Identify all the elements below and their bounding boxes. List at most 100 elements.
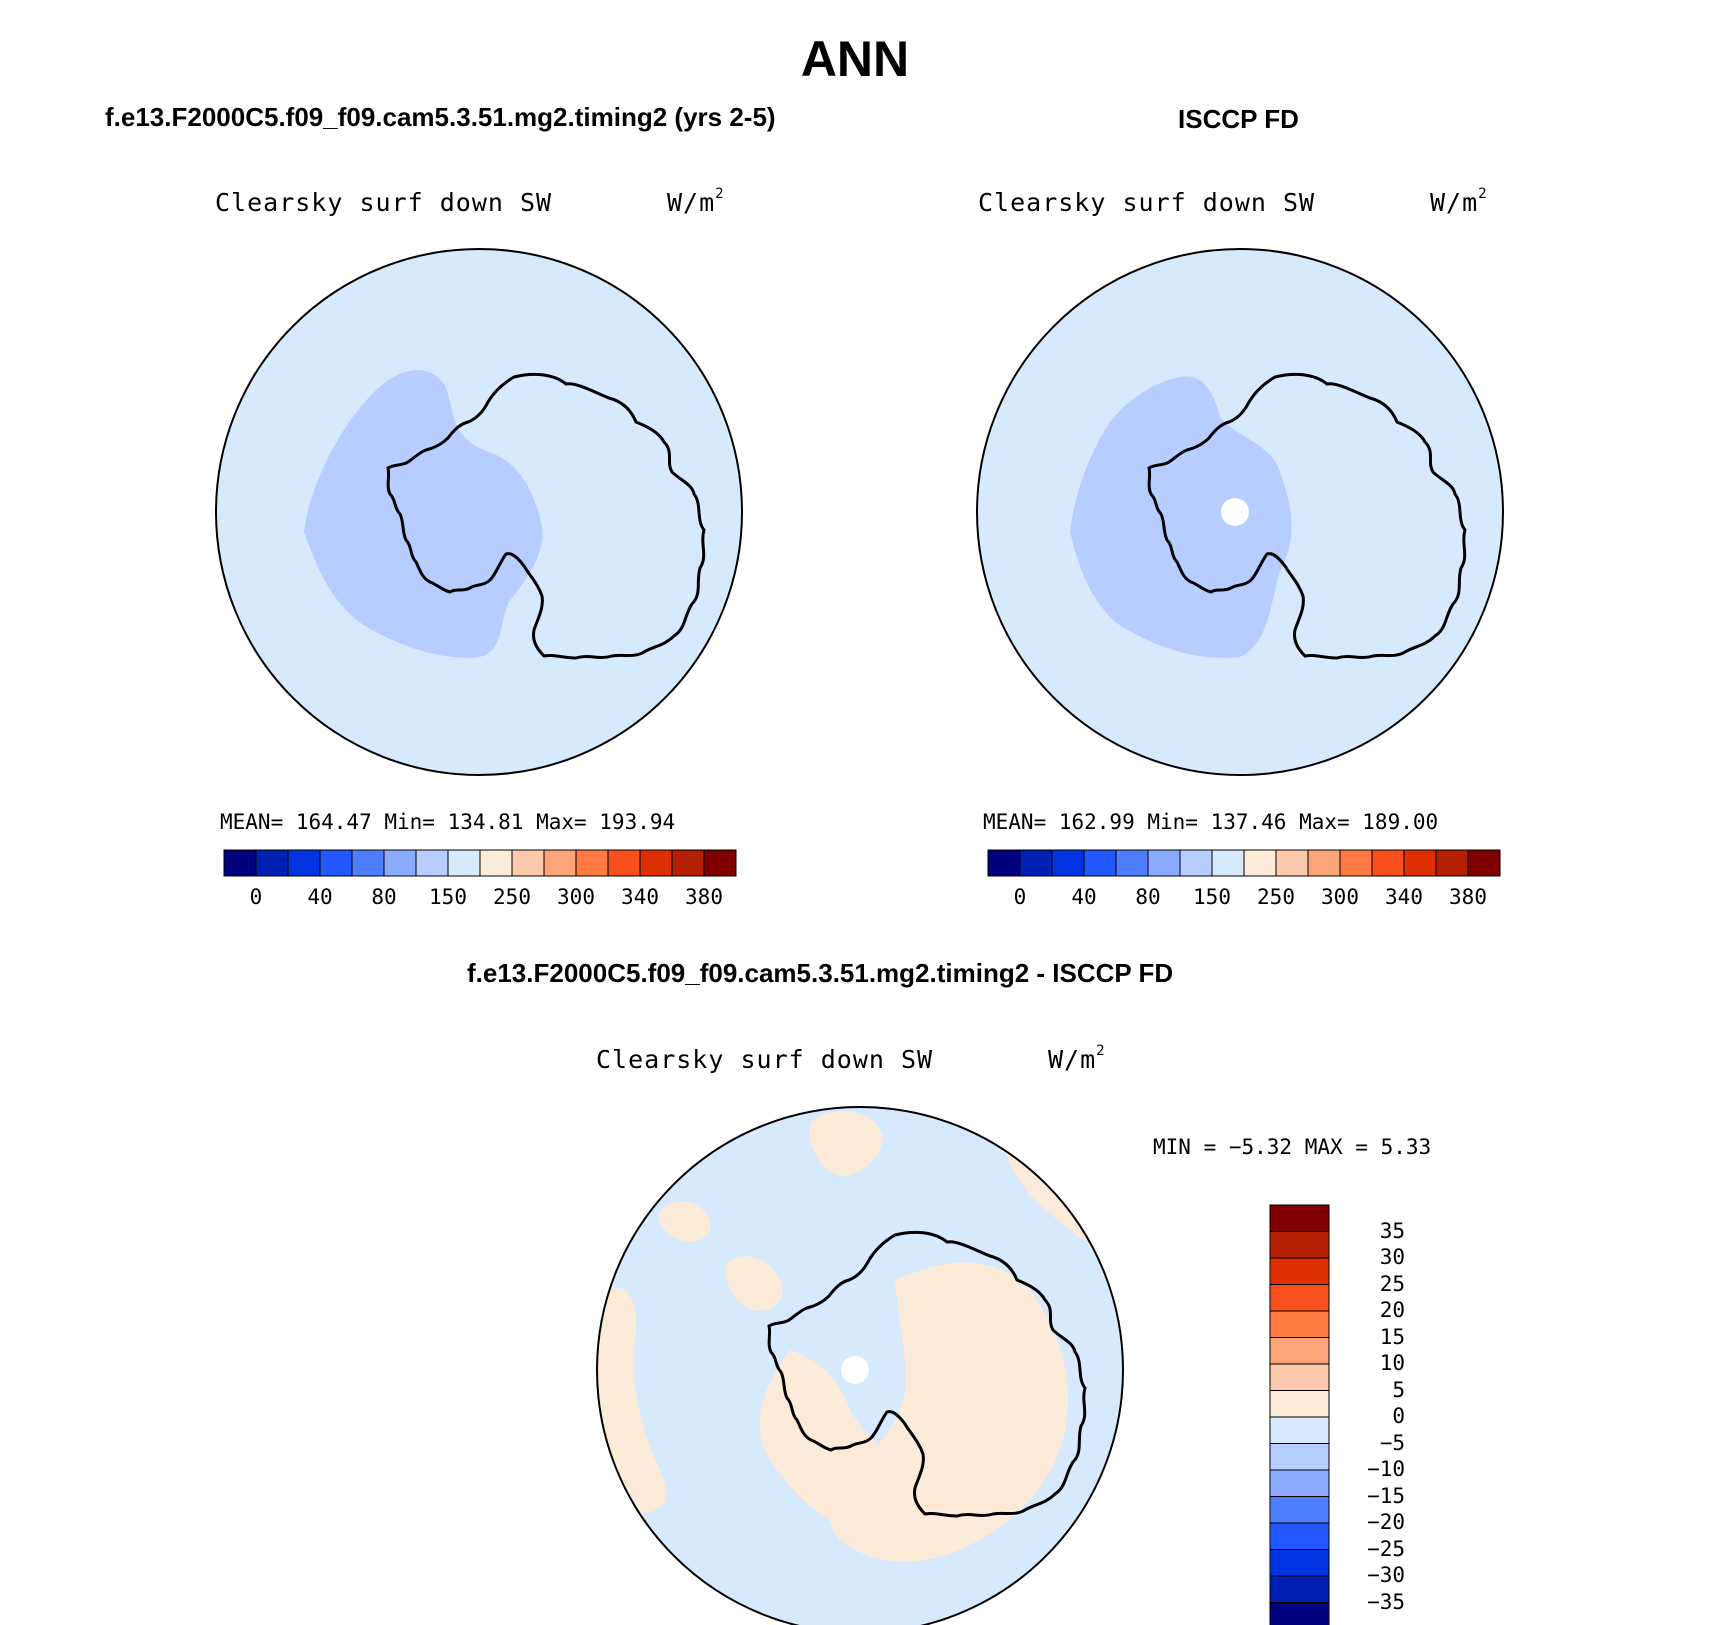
obs-colorbar-cell (1275, 849, 1309, 877)
model-colorbar-cell (671, 849, 705, 877)
obs-colorbar-cell (1115, 849, 1149, 877)
obs-colorbar-cell (1211, 849, 1245, 877)
obs-colorbar-cell (1083, 849, 1117, 877)
obs-colorbar-tick: 380 (1449, 885, 1487, 909)
diff-colorbar-tick: 20 (1379, 1298, 1405, 1322)
obs-colorbar-tick: 0 (1013, 885, 1027, 909)
model-colorbar-cell (319, 849, 353, 877)
obs-colorbar-tick: 40 (1071, 885, 1097, 909)
obs-colorbar-tick: 340 (1385, 885, 1423, 909)
diff-colorbar-tick: −5 (1379, 1430, 1405, 1455)
model-colorbar-cell (287, 849, 321, 877)
diff-colorbar-cell (1269, 1310, 1330, 1338)
model-variable-label: Clearsky surf down SW (215, 188, 553, 217)
model-colorbar-cell (607, 849, 641, 877)
diff-colorbar-cell (1269, 1204, 1330, 1232)
obs-stats: MEAN= 162.99 Min= 137.46 Max= 189.00 (983, 810, 1439, 834)
model-colorbar-cell (575, 849, 609, 877)
obs-colorbar-tick: 150 (1193, 885, 1231, 909)
model-colorbar-cell (383, 849, 417, 877)
diff-colorbar-cell (1269, 1337, 1330, 1365)
model-colorbar-cell (479, 849, 513, 877)
diff-colorbar-tick: 10 (1379, 1351, 1405, 1375)
obs-pole-hole (1221, 498, 1249, 526)
diff-colorbar-tick: 25 (1379, 1271, 1405, 1296)
obs-colorbar-cell (1339, 849, 1373, 877)
diff-colorbar-tick: −35 (1367, 1589, 1405, 1614)
obs-colorbar-cell (1307, 849, 1341, 877)
model-colorbar-cell (447, 849, 481, 877)
model-panel-title: f.e13.F2000C5.f09_f09.cam5.3.51.mg2.timi… (105, 102, 776, 132)
diff-colorbar-cell (1269, 1522, 1330, 1550)
diff-colorbar-tick: −30 (1367, 1563, 1405, 1587)
model-colorbar-cell (703, 849, 737, 877)
model-colorbar-tick: 250 (493, 885, 531, 909)
obs-colorbar-cell (1051, 849, 1085, 877)
diff-colorbar-cell (1269, 1231, 1330, 1259)
model-colorbar-cell (415, 849, 449, 877)
model-colorbar-tick: 80 (371, 885, 397, 909)
obs-panel-title: ISCCP FD (1178, 104, 1299, 134)
obs-colorbar-cell (1147, 849, 1181, 877)
obs-colorbar-tick: 300 (1321, 885, 1359, 909)
obs-colorbar-cell (1403, 849, 1437, 877)
obs-colorbar-cell (1435, 849, 1469, 877)
model-colorbar-tick: 300 (557, 885, 595, 909)
diff-colorbar-tick: 30 (1379, 1245, 1405, 1269)
obs-colorbar (987, 849, 1501, 877)
model-colorbar-tick: 380 (685, 885, 723, 909)
model-stats: MEAN= 164.47 Min= 134.81 Max= 193.94 (220, 810, 676, 834)
obs-colorbar-cell (1179, 849, 1213, 877)
diff-minmax: MIN = −5.32 MAX = 5.33 (1153, 1135, 1432, 1159)
model-colorbar-tick: 340 (621, 885, 659, 909)
obs-colorbar-cell (1467, 849, 1501, 877)
model-colorbar-cell (511, 849, 545, 877)
obs-variable-label: Clearsky surf down SW (978, 188, 1316, 217)
obs-colorbar-cell (1243, 849, 1277, 877)
main-title: ANN (800, 31, 910, 87)
diff-colorbar-cell (1269, 1257, 1330, 1285)
diff-polar-map (596, 1106, 1124, 1625)
diff-colorbar-cell (1269, 1443, 1330, 1471)
model-polar-map (215, 248, 743, 776)
diff-colorbar-cell (1269, 1416, 1330, 1444)
obs-colorbar-tick: 250 (1257, 885, 1295, 909)
model-colorbar-tick: 150 (429, 885, 467, 909)
obs-units-label: W/m2 (1430, 185, 1488, 217)
model-colorbar-cell (543, 849, 577, 877)
diff-colorbar-tick: −15 (1367, 1483, 1405, 1508)
diff-colorbar-tick: −25 (1367, 1536, 1405, 1561)
diff-colorbar-cell (1269, 1284, 1330, 1312)
diff-panel-title: f.e13.F2000C5.f09_f09.cam5.3.51.mg2.timi… (467, 958, 1174, 988)
diff-colorbar-tick: 5 (1392, 1377, 1405, 1402)
obs-colorbar-cell (1371, 849, 1405, 877)
obs-polar-map (976, 248, 1504, 776)
diff-units-label: W/m2 (1048, 1042, 1106, 1074)
model-colorbar-tick: 0 (249, 885, 263, 909)
obs-colorbar-cell (987, 849, 1021, 877)
diff-colorbar-tick: 35 (1379, 1218, 1405, 1243)
diff-colorbar-cell (1269, 1390, 1330, 1418)
obs-colorbar-tick: 80 (1135, 885, 1161, 909)
diff-colorbar-tick: −20 (1367, 1510, 1405, 1534)
model-colorbar-cell (255, 849, 289, 877)
model-colorbar-cell (639, 849, 673, 877)
diff-pole-hole (841, 1356, 869, 1384)
diff-colorbar-tick: 15 (1379, 1324, 1405, 1349)
diff-colorbar (1269, 1204, 1330, 1625)
model-colorbar (223, 849, 737, 877)
obs-colorbar-cell (1019, 849, 1053, 877)
diff-colorbar-cell (1269, 1469, 1330, 1497)
diff-colorbar-cell (1269, 1496, 1330, 1524)
model-units-label: W/m2 (667, 185, 725, 217)
diff-colorbar-cell (1269, 1549, 1330, 1577)
model-colorbar-cell (351, 849, 385, 877)
diff-colorbar-tick: −10 (1367, 1457, 1405, 1481)
diff-variable-label: Clearsky surf down SW (596, 1045, 934, 1074)
model-colorbar-tick: 40 (307, 885, 333, 909)
diff-colorbar-tick: 0 (1392, 1404, 1405, 1428)
model-colorbar-cell (223, 849, 257, 877)
diff-colorbar-cell (1269, 1363, 1330, 1391)
diff-colorbar-cell (1269, 1575, 1330, 1603)
